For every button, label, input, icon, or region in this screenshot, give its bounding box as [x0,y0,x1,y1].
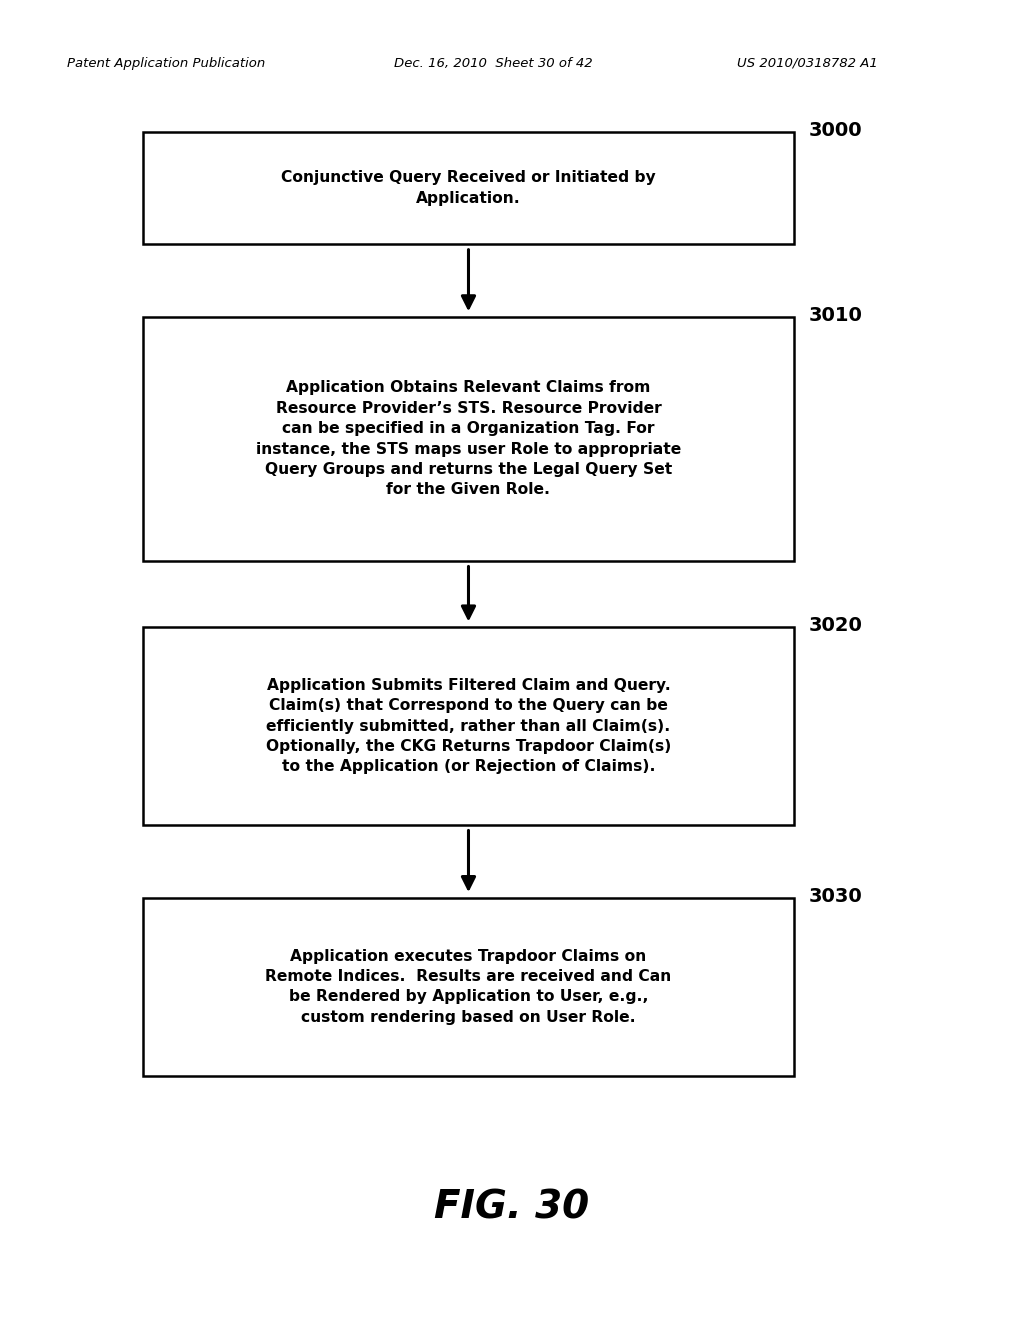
Text: 3030: 3030 [809,887,862,906]
Text: FIG. 30: FIG. 30 [434,1189,590,1226]
Bar [143,627,794,825]
Bar [143,898,794,1076]
Bar [143,132,794,244]
Text: Application Obtains Relevant Claims from
Resource Provider’s STS. Resource Provi: Application Obtains Relevant Claims from… [256,380,681,498]
Text: 3020: 3020 [809,616,863,635]
Text: 3000: 3000 [809,121,862,140]
Text: US 2010/0318782 A1: US 2010/0318782 A1 [737,57,878,70]
Text: Conjunctive Query Received or Initiated by
Application.: Conjunctive Query Received or Initiated … [282,170,655,206]
Text: Application Submits Filtered Claim and Query.
Claim(s) that Correspond to the Qu: Application Submits Filtered Claim and Q… [266,677,671,775]
Bar [143,317,794,561]
Text: 3010: 3010 [809,306,863,325]
Text: Dec. 16, 2010  Sheet 30 of 42: Dec. 16, 2010 Sheet 30 of 42 [394,57,593,70]
Text: Patent Application Publication: Patent Application Publication [67,57,265,70]
Text: Application executes Trapdoor Claims on
Remote Indices.  Results are received an: Application executes Trapdoor Claims on … [265,949,672,1024]
